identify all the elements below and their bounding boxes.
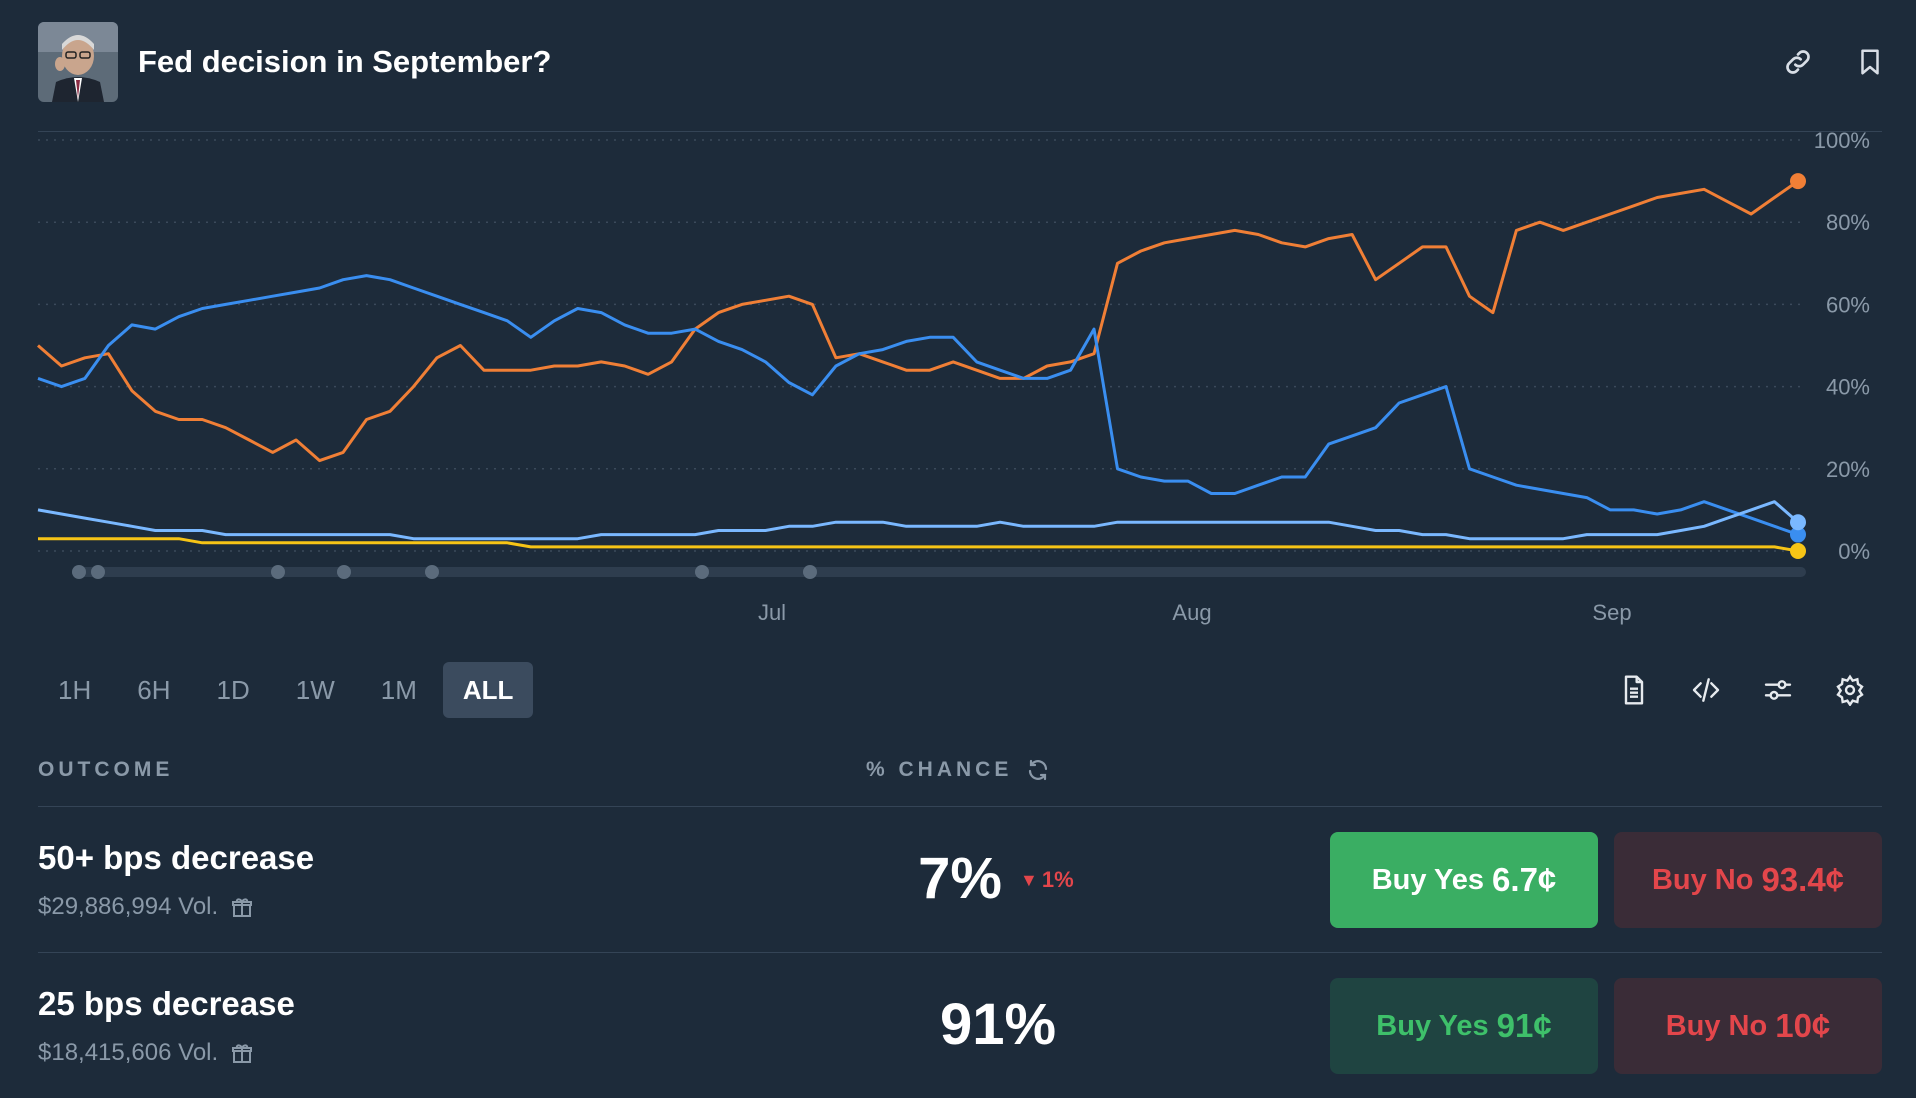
header-divider (38, 131, 1882, 132)
buy-yes-button[interactable]: Buy Yes 91¢ (1330, 978, 1598, 1074)
timeline-marker (72, 565, 86, 579)
range-tab-1h[interactable]: 1H (58, 674, 92, 705)
market-avatar (38, 22, 118, 102)
range-tab-1d[interactable]: 1D (216, 674, 250, 705)
y-tick-label: 100% (1814, 128, 1870, 153)
market-header: Fed decision in September? (38, 22, 1882, 102)
range-tab-6h[interactable]: 6H (137, 674, 171, 705)
series-line (38, 537, 1799, 553)
x-tick-label: Jul (758, 600, 786, 625)
chance-delta: ▼ 1% (1020, 867, 1074, 893)
range-tabs: 1H 6H 1D 1W 1M ALL (38, 662, 534, 718)
delta-value: 1% (1041, 867, 1074, 892)
range-tab-1w[interactable]: 1W (295, 674, 335, 705)
range-tab-all[interactable]: ALL (442, 662, 534, 718)
series-endpoint (1790, 526, 1806, 543)
x-tick-label: Aug (1172, 600, 1211, 625)
timeline-marker (695, 565, 709, 579)
buy-yes-button[interactable]: Buy Yes 6.7¢ (1330, 832, 1598, 928)
chart-svg: 100% 80% 60% 40% 20% 0% Jul Aug Sep (37, 128, 1870, 625)
series-endpoint (1790, 543, 1806, 559)
table-divider-top (38, 806, 1882, 807)
sliders-icon[interactable] (1756, 668, 1800, 712)
outcome-chance: 91% (939, 992, 1057, 1057)
timeline-scrubber (72, 567, 1806, 577)
outcome-name: 50+ bps decrease (38, 839, 315, 876)
series-line (37, 179, 1799, 463)
market-title: Fed decision in September? (138, 44, 552, 79)
outcome-chance: 7% (918, 846, 1002, 911)
y-tick-label: 80% (1826, 210, 1870, 235)
buy-yes-label: Buy Yes (1371, 863, 1485, 896)
code-icon[interactable] (1684, 668, 1728, 712)
buy-no-button[interactable]: Buy No 10¢ (1614, 978, 1882, 1074)
chance-header: % CHANCE (866, 758, 1013, 781)
buy-no-price: 10¢ (1775, 1007, 1831, 1044)
series-endpoint (1790, 173, 1806, 190)
y-tick-label: 20% (1826, 457, 1870, 482)
document-icon[interactable] (1612, 668, 1656, 712)
x-tick-label: Sep (1592, 600, 1631, 625)
buy-yes-price: 6.7¢ (1492, 861, 1557, 898)
timeline-marker (337, 565, 351, 579)
link-icon[interactable] (1778, 42, 1818, 82)
y-tick-label: 60% (1826, 292, 1870, 317)
timeline-marker (91, 565, 105, 579)
timeline-marker (803, 565, 817, 579)
table-divider-row (38, 952, 1882, 953)
gear-icon[interactable] (1828, 668, 1872, 712)
range-tab-1m[interactable]: 1M (380, 674, 417, 705)
gift-icon[interactable] (230, 895, 254, 919)
chance-header-wrap: % CHANCE (866, 758, 1050, 782)
price-chart[interactable]: 100% 80% 60% 40% 20% 0% Jul Aug Sep (0, 0, 1916, 650)
refresh-icon[interactable] (1026, 758, 1050, 782)
y-tick-label: 0% (1838, 539, 1870, 564)
bookmark-icon[interactable] (1850, 42, 1890, 82)
timeline-marker (271, 565, 285, 579)
outcome-name: 25 bps decrease (38, 985, 295, 1022)
buy-no-label: Buy No (1665, 1009, 1768, 1042)
series-line (37, 500, 1799, 541)
outcome-row[interactable]: 25 bps decrease $18,415,606 Vol. 91% Buy… (38, 953, 1882, 1098)
series-endpoint (1790, 514, 1806, 531)
buy-yes-label: Buy Yes (1376, 1009, 1489, 1042)
outcome-header: OUTCOME (38, 758, 174, 781)
buy-no-label: Buy No (1651, 863, 1754, 896)
outcome-row[interactable]: 50+ bps decrease $29,886,994 Vol. 7% ▼ 1… (38, 807, 1882, 952)
y-tick-label: 40% (1826, 375, 1870, 400)
down-triangle-icon: ▼ (1020, 869, 1038, 890)
volume-text: $29,886,994 Vol. (38, 893, 219, 920)
buy-no-button[interactable]: Buy No 93.4¢ (1614, 832, 1882, 928)
buy-yes-price: 91¢ (1496, 1007, 1552, 1044)
outcome-volume: $18,415,606 Vol. (38, 1039, 254, 1067)
volume-text: $18,415,606 Vol. (38, 1039, 219, 1066)
series-line (37, 274, 1799, 537)
timeline-marker (425, 565, 439, 579)
outcome-volume: $29,886,994 Vol. (38, 893, 254, 921)
buy-no-price: 93.4¢ (1761, 861, 1845, 898)
gift-icon[interactable] (230, 1041, 254, 1065)
